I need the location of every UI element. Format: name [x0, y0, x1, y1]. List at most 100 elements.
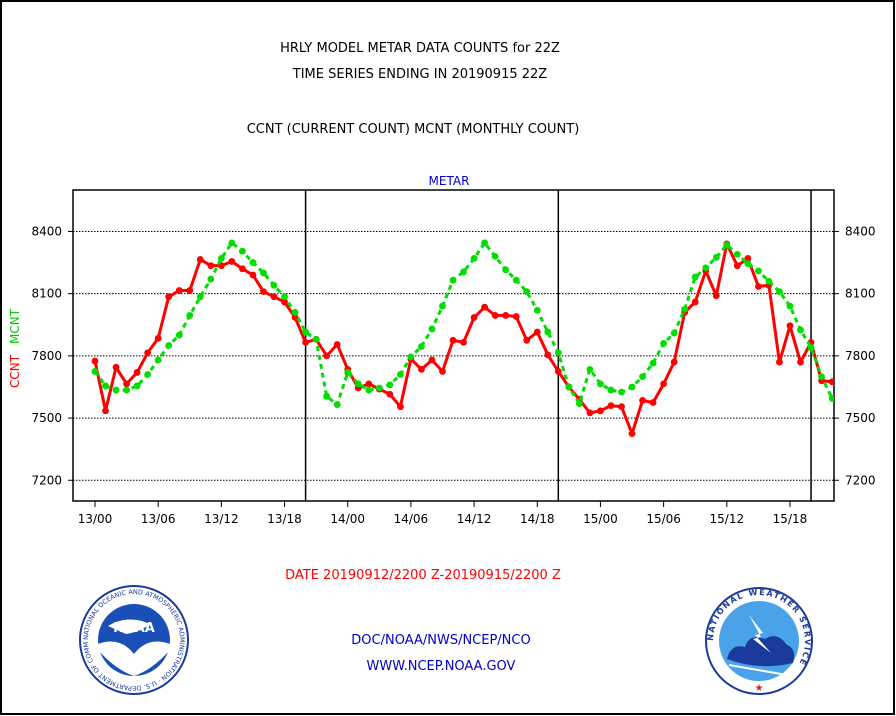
data-point-mcnt: [850, 366, 857, 373]
data-point-ccnt: [839, 392, 846, 399]
data-point-ccnt: [733, 262, 741, 270]
data-point-mcnt: [639, 373, 646, 380]
data-point-ccnt: [491, 312, 499, 319]
data-point-ccnt: [460, 338, 467, 346]
data-point-mcnt: [670, 329, 678, 337]
data-point-mcnt: [217, 255, 225, 262]
data-point-ccnt: [396, 403, 404, 411]
data-point-ccnt: [207, 262, 215, 270]
data-point-ccnt: [91, 357, 99, 365]
y-tick-label: 8400: [31, 224, 62, 238]
date-range: DATE 20190912/2200 Z-20190915/2200 Z: [285, 568, 561, 583]
plot-area: METAR 7200 7500 7800 8100 8400 7200 7500 7800 8…: [8, 174, 876, 526]
data-point-ccnt: [239, 265, 246, 273]
data-point-ccnt: [144, 349, 152, 357]
data-point-ccnt: [618, 403, 625, 411]
data-point-ccnt: [512, 313, 520, 320]
data-point-ccnt: [165, 293, 173, 301]
data-point-ccnt: [449, 336, 457, 344]
data-point-mcnt: [554, 349, 562, 357]
data-point-ccnt: [365, 380, 373, 388]
data-point-mcnt: [575, 400, 583, 407]
data-point-mcnt: [102, 382, 109, 390]
data-point-ccnt: [439, 368, 446, 375]
data-point-mcnt: [333, 401, 341, 408]
data-point-mcnt: [449, 276, 457, 284]
data-point-ccnt: [302, 338, 309, 346]
data-point-mcnt: [544, 328, 552, 336]
data-point-mcnt: [597, 380, 604, 388]
data-point-ccnt: [175, 287, 183, 294]
data-point-mcnt: [754, 267, 762, 275]
y-tick-label-right: 7500: [845, 411, 876, 425]
data-point-mcnt: [186, 312, 194, 319]
data-point-mcnt: [723, 241, 731, 249]
data-point-mcnt: [312, 335, 320, 343]
noaa-logo: NOAA NATIONAL OCEANIC AND ATMOSPHERIC AD…: [79, 585, 189, 695]
grid-lines: [73, 190, 834, 501]
data-point-mcnt: [502, 266, 510, 274]
data-point-mcnt: [807, 344, 815, 351]
y-label-mcnt: MCNT: [8, 308, 22, 344]
y-tick-label: 8100: [31, 287, 62, 301]
data-point-mcnt: [470, 255, 478, 262]
data-point-mcnt: [691, 273, 699, 281]
data-point-ccnt: [196, 256, 204, 263]
nws-logo: ★ NATIONAL WEATHER SERVICE: [705, 587, 813, 695]
data-point-mcnt: [744, 260, 752, 268]
data-point-mcnt: [133, 382, 141, 390]
data-point-ccnt: [470, 314, 478, 321]
data-point-mcnt: [439, 302, 446, 310]
data-point-ccnt: [123, 380, 130, 388]
data-point-ccnt: [133, 369, 141, 376]
data-point-mcnt: [123, 386, 130, 394]
data-point-ccnt: [112, 363, 120, 371]
data-point-mcnt: [733, 250, 741, 258]
data-point-ccnt: [628, 430, 636, 438]
data-point-ccnt: [323, 352, 331, 360]
data-point-ccnt: [270, 293, 278, 301]
series-line-ccnt: [93, 242, 834, 436]
data-point-mcnt: [154, 356, 162, 364]
data-point-mcnt: [786, 302, 794, 310]
data-point-ccnt: [639, 397, 646, 404]
data-point-mcnt: [165, 342, 173, 349]
data-point-mcnt: [702, 264, 710, 272]
data-point-mcnt: [681, 305, 689, 313]
data-point-mcnt: [586, 365, 594, 373]
data-point-mcnt: [91, 368, 99, 375]
x-tick-label: 15/06: [646, 512, 681, 526]
y-tick-label-right: 8100: [845, 287, 876, 301]
nws-star-icon: ★: [755, 683, 764, 694]
data-point-mcnt: [481, 239, 489, 247]
data-point-mcnt: [491, 252, 499, 260]
x-tick-label: 15/12: [710, 512, 745, 526]
data-point-mcnt: [354, 380, 362, 388]
data-point-ccnt: [850, 385, 857, 392]
chart-title-line1: HRLY MODEL METAR DATA COUNTS for 22Z: [280, 41, 560, 56]
data-point-mcnt: [776, 288, 783, 295]
x-tick-label: 13/18: [267, 512, 302, 526]
data-point-ccnt: [649, 399, 657, 406]
chart-title-line2: TIME SERIES ENDING IN 20190915 22Z: [292, 67, 548, 82]
plot-title: METAR: [429, 174, 470, 188]
data-point-mcnt: [407, 353, 415, 361]
x-tick-label: 15/00: [583, 512, 618, 526]
data-point-ccnt: [386, 390, 394, 398]
data-point-mcnt: [270, 281, 278, 289]
data-point-mcnt: [344, 369, 352, 376]
data-point-ccnt: [333, 341, 341, 348]
data-point-mcnt: [260, 269, 267, 277]
data-point-mcnt: [565, 383, 573, 391]
data-point-mcnt: [512, 276, 520, 284]
data-point-ccnt: [544, 351, 552, 359]
data-point-ccnt: [523, 336, 531, 344]
x-tick-label: 13/00: [78, 512, 113, 526]
data-point-mcnt: [291, 308, 299, 316]
plot-frame: [72, 189, 835, 502]
data-point-mcnt: [175, 331, 183, 339]
y-axis-right: 7200 7500 7800 8100 8400: [834, 224, 876, 487]
data-point-mcnt: [828, 394, 834, 402]
data-point-ccnt: [418, 365, 425, 373]
website-link[interactable]: WWW.NCEP.NOAA.GOV: [367, 659, 516, 674]
